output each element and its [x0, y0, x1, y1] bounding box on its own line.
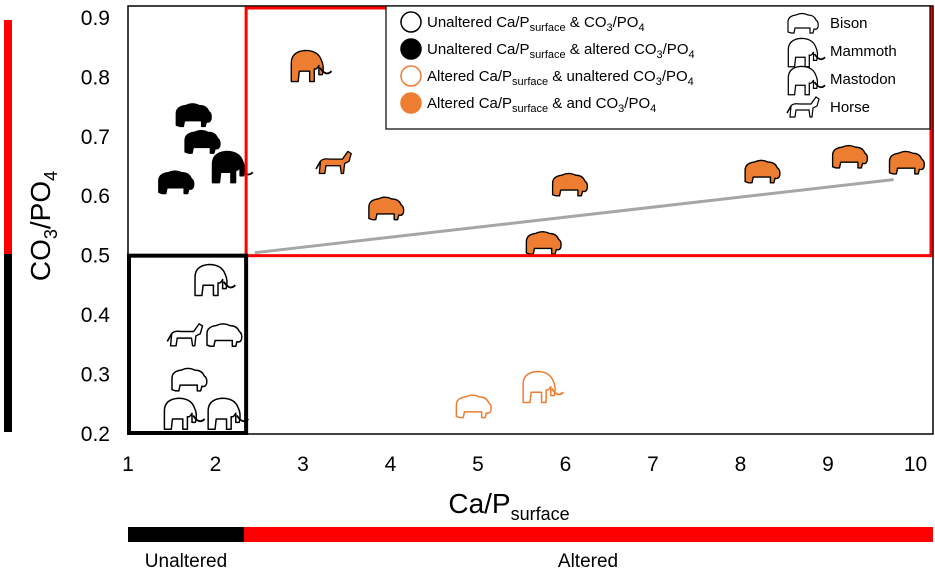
- data-point-horse: [315, 150, 353, 175]
- x-tick-label: 9: [822, 453, 834, 476]
- data-point-mammoth: [290, 49, 333, 83]
- data-point-mammoth: [207, 397, 250, 431]
- y-tick-label: 0.6: [81, 185, 110, 208]
- x-tick-label: 6: [560, 453, 572, 476]
- legend-marker: [400, 11, 422, 33]
- y-bar-altered-segment: [4, 20, 12, 254]
- x-tick-labels: 1 2 3 4 5 6 7 8 9 10: [122, 453, 927, 476]
- legend-entry-label: Altered Ca/Psurface & and CO3/PO4: [427, 95, 656, 115]
- data-point-horse: [166, 322, 204, 347]
- data-point-bison: [206, 323, 243, 348]
- legend-marker: [400, 38, 422, 60]
- data-point-bison: [158, 170, 195, 195]
- x-status-bar: Unaltered Altered: [128, 527, 933, 572]
- data-point-bison: [368, 196, 405, 221]
- legend-taxon-label: Horse: [830, 99, 870, 116]
- legend-taxon-label: Bison: [830, 15, 868, 32]
- x-tick-label: 5: [472, 453, 484, 476]
- x-tick-label: 4: [385, 453, 397, 476]
- y-tick-label: 0.9: [81, 7, 110, 30]
- x-bar-unaltered-segment: [128, 527, 244, 542]
- x-bar-altered-segment: [244, 527, 933, 542]
- legend-taxon-label: Mammoth: [830, 43, 897, 60]
- legend-marker: [400, 92, 422, 114]
- x-bar-altered-label: Altered: [558, 551, 618, 572]
- x-bar-unaltered-label: Unaltered: [145, 551, 227, 572]
- x-tick-label: 1: [122, 453, 134, 476]
- x-tick-label: 8: [735, 453, 747, 476]
- y-tick-label: 0.8: [81, 66, 110, 89]
- x-tick-label: 3: [297, 453, 309, 476]
- data-point-mammoth: [522, 370, 565, 404]
- plot-area: 0.2 0.3 0.4 0.5 0.6 0.7 0.8 0.9 1 2 3 4 5 6 7 8 9 10: [81, 5, 934, 476]
- y-tick-label: 0.4: [81, 304, 111, 327]
- y-bar-unaltered-segment: [4, 254, 12, 432]
- data-point-bison: [831, 144, 869, 169]
- legend-entry-label: Unaltered Ca/Psurface & altered CO3/PO4: [427, 41, 695, 61]
- x-tick-label: 10: [904, 453, 927, 476]
- data-point-bison: [744, 159, 781, 184]
- data-point-mammoth: [163, 397, 206, 431]
- x-tick-label: 7: [647, 453, 659, 476]
- y-tick-label: 0.2: [81, 423, 110, 446]
- data-point-bison: [171, 367, 208, 392]
- legend-marker: [400, 65, 422, 87]
- legend-box: [385, 5, 931, 130]
- x-tick-label: 2: [210, 453, 222, 476]
- data-point-bison: [455, 394, 492, 419]
- unaltered-region-box: [127, 253, 249, 435]
- legend: Unaltered Ca/Psurface & CO3/PO4 Unaltered…: [385, 5, 931, 130]
- data-point-bison: [175, 103, 212, 128]
- data-point-mammoth: [194, 263, 237, 297]
- y-tick-label: 0.3: [81, 364, 110, 387]
- y-tick-label: 0.7: [81, 126, 110, 149]
- data-point-bison: [525, 231, 562, 255]
- y-tick-label: 0.5: [81, 245, 110, 268]
- data-point-bison: [551, 172, 589, 197]
- legend-taxon-label: Mastodon: [830, 71, 896, 88]
- x-axis-title: Ca/Psurface: [448, 488, 569, 524]
- y-axis-title: CO3/PO4: [25, 171, 61, 281]
- y-status-bar: [4, 20, 12, 432]
- data-point-bison: [888, 150, 925, 175]
- data-point-bison: [184, 129, 221, 154]
- trend-line: [254, 178, 894, 255]
- y-tick-labels: 0.2 0.3 0.4 0.5 0.6 0.7 0.8 0.9: [81, 7, 111, 446]
- legend-entry-label: Unaltered Ca/Psurface & CO3/PO4: [427, 14, 645, 34]
- legend-entry-label: Altered Ca/Psurface & unaltered CO3/PO4: [427, 68, 694, 88]
